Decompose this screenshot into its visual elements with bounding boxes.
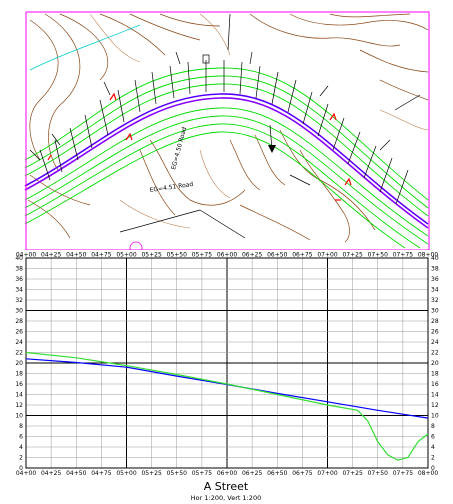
station-label-bottom: 06+25 — [242, 470, 262, 477]
elevation-label-right: 20 — [431, 360, 439, 367]
station-label-top: 07+50 — [368, 252, 388, 259]
station-label-top: 08+00 — [418, 252, 438, 259]
station-label-bottom: 07+00 — [317, 470, 337, 477]
station-label-bottom: 06+75 — [292, 470, 312, 477]
elevation-label-right: 30 — [431, 308, 439, 315]
station-label-top: 06+75 — [292, 252, 312, 259]
elevation-label-right: 32 — [431, 297, 439, 304]
station-label-bottom: 06+00 — [217, 470, 237, 477]
station-label-bottom: 05+50 — [167, 470, 187, 477]
elevation-label-left: 28 — [15, 318, 23, 325]
road-centerline — [24, 93, 429, 225]
elevation-label-right: 10 — [431, 413, 439, 420]
elevation-label-left: 20 — [15, 360, 23, 367]
elevation-label-right: 36 — [431, 276, 439, 283]
plan-view: EG=4.51 Road EG=4.50 Road — [24, 11, 430, 250]
elevation-label-right: 40 — [431, 255, 439, 262]
elevation-label-left: 10 — [15, 413, 23, 420]
road-note-2: EG=4.50 Road — [170, 126, 188, 170]
elevation-label-left: 40 — [15, 255, 23, 262]
elevation-label-right: 8 — [431, 423, 435, 430]
station-label-bottom: 07+50 — [368, 470, 388, 477]
road-offset-lines — [24, 67, 429, 249]
profile-frame — [25, 257, 429, 469]
station-label-bottom: 07+75 — [393, 470, 413, 477]
station-label-top: 05+50 — [167, 252, 187, 259]
station-label-top: 06+25 — [242, 252, 262, 259]
station-label-top: 05+75 — [192, 252, 212, 259]
station-label-top: 04+00 — [16, 252, 36, 259]
elevation-label-right: 24 — [431, 339, 439, 346]
road-note-1: EG=4.51 Road — [149, 181, 194, 194]
elevation-label-right: 6 — [431, 434, 435, 441]
station-label-top: 07+00 — [317, 252, 337, 259]
elevation-label-right: 16 — [431, 381, 439, 388]
elevation-label-left: 6 — [19, 434, 23, 441]
station-label-top: 05+00 — [116, 252, 136, 259]
elevation-label-left: 26 — [15, 329, 23, 336]
elevation-label-right: 18 — [431, 371, 439, 378]
elevation-label-left: 22 — [15, 350, 23, 357]
control-point — [129, 241, 143, 250]
station-label-bottom: 04+75 — [91, 470, 111, 477]
station-label-top: 04+50 — [66, 252, 86, 259]
station-label-top: 07+75 — [393, 252, 413, 259]
elevation-label-left: 14 — [15, 392, 23, 399]
profile-scale-note: Hor 1:200, Vert 1:200 — [191, 494, 261, 502]
station-label-bottom: 05+25 — [141, 470, 161, 477]
elevation-label-left: 0 — [19, 465, 23, 472]
elevation-label-right: 12 — [431, 402, 439, 409]
elevation-label-left: 2 — [19, 455, 23, 462]
annotation-lines — [119, 13, 421, 239]
road-edges — [24, 93, 429, 229]
elevation-label-left: 12 — [15, 402, 23, 409]
elevation-label-right: 14 — [431, 392, 439, 399]
elevation-label-left: 38 — [15, 266, 23, 273]
contour-lines-light — [89, 13, 429, 229]
station-label-bottom: 04+50 — [66, 470, 86, 477]
station-label-top: 05+25 — [141, 252, 161, 259]
profile-title: A Street — [204, 480, 249, 493]
elevation-label-left: 16 — [15, 381, 23, 388]
elevation-label-left: 32 — [15, 297, 23, 304]
elevation-label-right: 28 — [431, 318, 439, 325]
station-ticks — [29, 51, 409, 205]
profile-axis-labels: 04+00 04+00 04+25 04+25 04+50 04+50 04+75 04+75… — [15, 252, 438, 478]
station-label-bottom: 08+00 — [418, 470, 438, 477]
elevation-label-left: 18 — [15, 371, 23, 378]
elevation-label-left: 36 — [15, 276, 23, 283]
plan-border — [25, 11, 430, 250]
station-label-bottom: 04+25 — [41, 470, 61, 477]
elevation-label-right: 0 — [431, 465, 435, 472]
station-label-top: 04+25 — [41, 252, 61, 259]
elevation-label-right: 22 — [431, 350, 439, 357]
station-label-bottom: 06+50 — [267, 470, 287, 477]
elevation-label-left: 34 — [15, 287, 23, 294]
station-label-top: 06+00 — [217, 252, 237, 259]
elevation-label-right: 26 — [431, 329, 439, 336]
station-label-bottom: 07+25 — [342, 470, 362, 477]
station-label-bottom: 04+00 — [16, 470, 36, 477]
elevation-label-right: 2 — [431, 455, 435, 462]
elevation-label-right: 38 — [431, 266, 439, 273]
elevation-label-right: 34 — [431, 287, 439, 294]
station-label-top: 04+75 — [91, 252, 111, 259]
elevation-label-left: 30 — [15, 308, 23, 315]
survey-marker — [202, 54, 210, 64]
water-line — [29, 24, 141, 71]
red-markers — [47, 92, 352, 201]
arrow-marker — [268, 145, 276, 153]
profile-lines — [25, 351, 429, 461]
elevation-label-left: 24 — [15, 339, 23, 346]
station-label-bottom: 05+00 — [116, 470, 136, 477]
profile-view: 04+00 04+00 04+25 04+25 04+50 04+50 04+75 04+75… — [15, 252, 438, 503]
elevation-label-left: 4 — [19, 444, 23, 451]
station-label-top: 06+50 — [267, 252, 287, 259]
existing-ground-line — [25, 351, 429, 461]
station-label-bottom: 05+75 — [192, 470, 212, 477]
elevation-label-right: 4 — [431, 444, 435, 451]
elevation-label-left: 8 — [19, 423, 23, 430]
station-label-top: 07+25 — [342, 252, 362, 259]
